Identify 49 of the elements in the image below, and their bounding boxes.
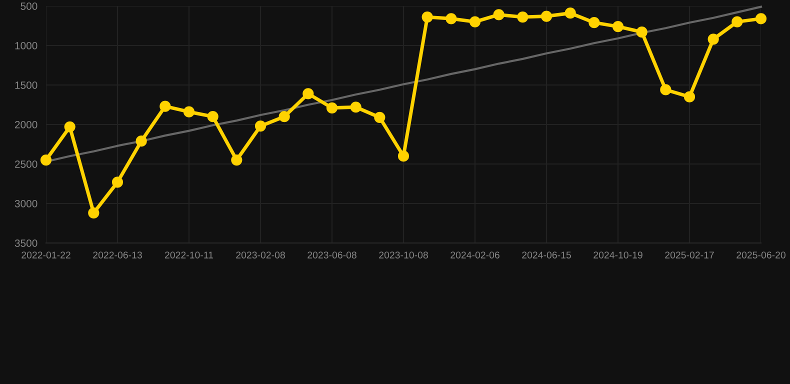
point xyxy=(326,102,338,114)
x-tick-label: 2022-10-11 xyxy=(164,252,214,258)
x-tick-label: 2022-06-13 xyxy=(93,252,142,258)
y-tick-label: 1500 xyxy=(15,82,38,89)
point xyxy=(588,17,600,28)
point xyxy=(422,12,433,23)
point xyxy=(350,102,362,113)
point xyxy=(64,121,76,132)
x-tick-label: 2023-06-08 xyxy=(308,252,356,258)
point xyxy=(493,9,504,20)
x-tick-label: 2022-01-22 xyxy=(22,252,70,258)
point xyxy=(112,176,124,188)
x-tick-label: 2024-02-06 xyxy=(450,252,500,258)
x-tick-label: 2025-02-17 xyxy=(665,252,714,258)
point xyxy=(302,88,314,100)
point xyxy=(254,120,266,132)
point xyxy=(732,16,743,28)
point xyxy=(660,84,672,96)
y-tick-label: 1000 xyxy=(15,42,38,50)
y-tick-label: 500 xyxy=(20,2,38,10)
point xyxy=(88,207,100,219)
x-tick-label: 2024-06-15 xyxy=(522,252,571,258)
point xyxy=(612,20,624,32)
point xyxy=(446,13,457,24)
point xyxy=(231,154,242,166)
point xyxy=(564,8,576,19)
point xyxy=(374,112,386,123)
y-tick-label: 2000 xyxy=(15,121,38,128)
x-tick-label: 2024-10-19 xyxy=(594,252,642,258)
x-tick-label: 2023-02-08 xyxy=(236,252,285,258)
point xyxy=(278,111,290,122)
point xyxy=(636,26,648,38)
point xyxy=(755,13,767,24)
point xyxy=(469,16,481,28)
point xyxy=(40,154,52,166)
x-tick-label: 2025-06-20 xyxy=(736,252,786,258)
point xyxy=(207,111,218,122)
point xyxy=(136,136,147,147)
y-tick-label: 3000 xyxy=(14,200,38,208)
point xyxy=(183,106,195,118)
point xyxy=(540,10,552,22)
y-tick-label: 2500 xyxy=(15,160,38,168)
point xyxy=(160,100,171,112)
x-tick-label: 2023-10-08 xyxy=(379,252,428,258)
y-tick-label: 3500 xyxy=(14,240,38,247)
point xyxy=(398,150,410,162)
point xyxy=(684,91,696,102)
point xyxy=(708,34,719,45)
point xyxy=(517,12,528,23)
